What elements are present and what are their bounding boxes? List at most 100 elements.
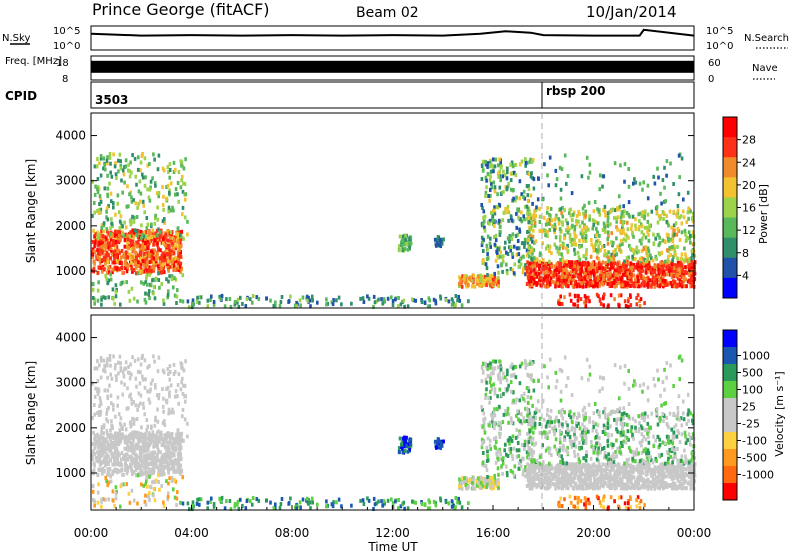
velocity-echo-cell — [116, 395, 120, 400]
power-echo-cell — [124, 225, 128, 230]
velocity-echo-cell — [144, 482, 147, 487]
velocity-echo-cell — [149, 381, 153, 386]
velocity-echo-cell — [99, 356, 103, 360]
velocity-echo-cell — [316, 502, 319, 507]
power-echo-cell — [566, 248, 570, 253]
power-echo-cell — [593, 283, 597, 288]
power-echo-cell — [125, 280, 128, 285]
power-echo-cell — [523, 241, 526, 246]
velocity-echo-cell — [143, 412, 146, 417]
power-echo-cell — [274, 303, 277, 308]
power-echo-cell — [609, 261, 613, 266]
power-echo-cell — [148, 162, 151, 166]
power-echo-cell — [603, 249, 607, 253]
power-echo-cell — [671, 258, 674, 263]
power-echo-cell — [593, 262, 596, 267]
power-echo-cell — [689, 209, 692, 214]
power-echo-cell — [184, 192, 187, 197]
power-echo-cell — [164, 196, 168, 201]
velocity-echo-cell — [96, 435, 100, 440]
power-echo-cell — [147, 270, 150, 275]
power-echo-cell — [97, 211, 101, 215]
velocity-echo-cell — [137, 403, 140, 408]
power-echo-cell — [104, 167, 107, 172]
power-echo-cell — [501, 174, 504, 179]
power-echo-cell — [621, 283, 624, 288]
power-echo-cell — [409, 239, 412, 244]
velocity-echo-cell — [408, 447, 411, 452]
power-echo-cell — [690, 265, 693, 269]
power-echo-cell — [626, 271, 629, 276]
power-echo-cell — [106, 245, 110, 250]
velocity-echo-cell — [105, 479, 108, 483]
power-echo-cell — [549, 206, 553, 211]
power-echo-cell — [621, 230, 625, 235]
power-echo-cell — [511, 251, 514, 256]
velocity-echo-cell — [149, 433, 153, 438]
power-echo-cell — [626, 220, 629, 225]
power-echo-cell — [479, 278, 483, 283]
power-echo-cell — [552, 273, 556, 278]
velocity-echo-cell — [116, 442, 120, 447]
velocity-echo-cell — [144, 438, 147, 443]
nsky-frame — [90, 25, 695, 51]
power-echo-cell — [544, 233, 547, 238]
velocity-echo-cell — [179, 471, 182, 476]
power-echo-cell — [97, 208, 101, 212]
power-echo-cell — [105, 158, 109, 163]
power-echo-cell — [642, 275, 645, 280]
power-echo-cell — [350, 301, 353, 306]
power-echo-cell — [601, 228, 605, 232]
velocity-echo-cell — [287, 501, 291, 506]
velocity-echo-cell — [123, 422, 126, 427]
power-echo-cell — [559, 207, 562, 212]
power-colorbar-cell — [723, 177, 737, 198]
power-echo-cell — [615, 225, 618, 230]
velocity-echo-cell — [157, 355, 161, 360]
power-echo-cell — [486, 273, 489, 277]
velocity-echo-cell — [106, 388, 110, 393]
power-echo-cell — [606, 223, 610, 228]
power-echo-cell — [506, 166, 509, 171]
power-echo-cell — [175, 294, 179, 299]
velocity-echo-cell — [94, 434, 97, 439]
power-echo-cell — [531, 239, 534, 244]
power-echo-cell — [241, 301, 244, 306]
power-echo-cell — [96, 298, 100, 303]
power-echo-cell — [98, 241, 101, 246]
power-echo-cell — [679, 214, 683, 219]
power-echo-cell — [597, 244, 600, 249]
power-echo-cell — [613, 215, 616, 220]
velocity-echo-cell — [130, 397, 133, 402]
power-echo-cell — [557, 277, 560, 282]
velocity-echo-cell — [113, 462, 116, 467]
power-echo-cell — [191, 305, 194, 310]
power-echo-cell — [592, 222, 595, 227]
velocity-echo-cell — [91, 449, 95, 454]
power-echo-cell — [97, 265, 101, 270]
velocity-echo-cell — [524, 365, 527, 370]
power-echo-cell — [118, 226, 122, 231]
power-echo-cell — [450, 302, 454, 307]
power-echo-cell — [491, 214, 495, 219]
power-echo-cell — [657, 251, 661, 256]
power-echo-cell — [527, 246, 531, 251]
velocity-echo-cell — [172, 466, 176, 471]
power-echo-cell — [532, 267, 536, 272]
power-echo-cell — [671, 239, 675, 244]
power-echo-cell — [638, 259, 642, 264]
power-echo-cell — [581, 228, 584, 233]
velocity-echo-cell — [177, 470, 181, 475]
power-echo-cell — [658, 279, 662, 284]
power-echo-cell — [534, 271, 538, 276]
power-echo-cell — [561, 220, 564, 225]
power-echo-cell — [502, 169, 505, 174]
power-echo-cell — [529, 157, 532, 162]
power-echo-cell — [124, 250, 128, 255]
power-echo-cell — [156, 251, 159, 256]
power-echo-cell — [575, 262, 578, 267]
power-echo-cell — [110, 233, 114, 238]
velocity-echo-cell — [99, 399, 102, 404]
velocity-echo-cell — [98, 363, 101, 368]
power-echo-cell — [163, 254, 166, 259]
